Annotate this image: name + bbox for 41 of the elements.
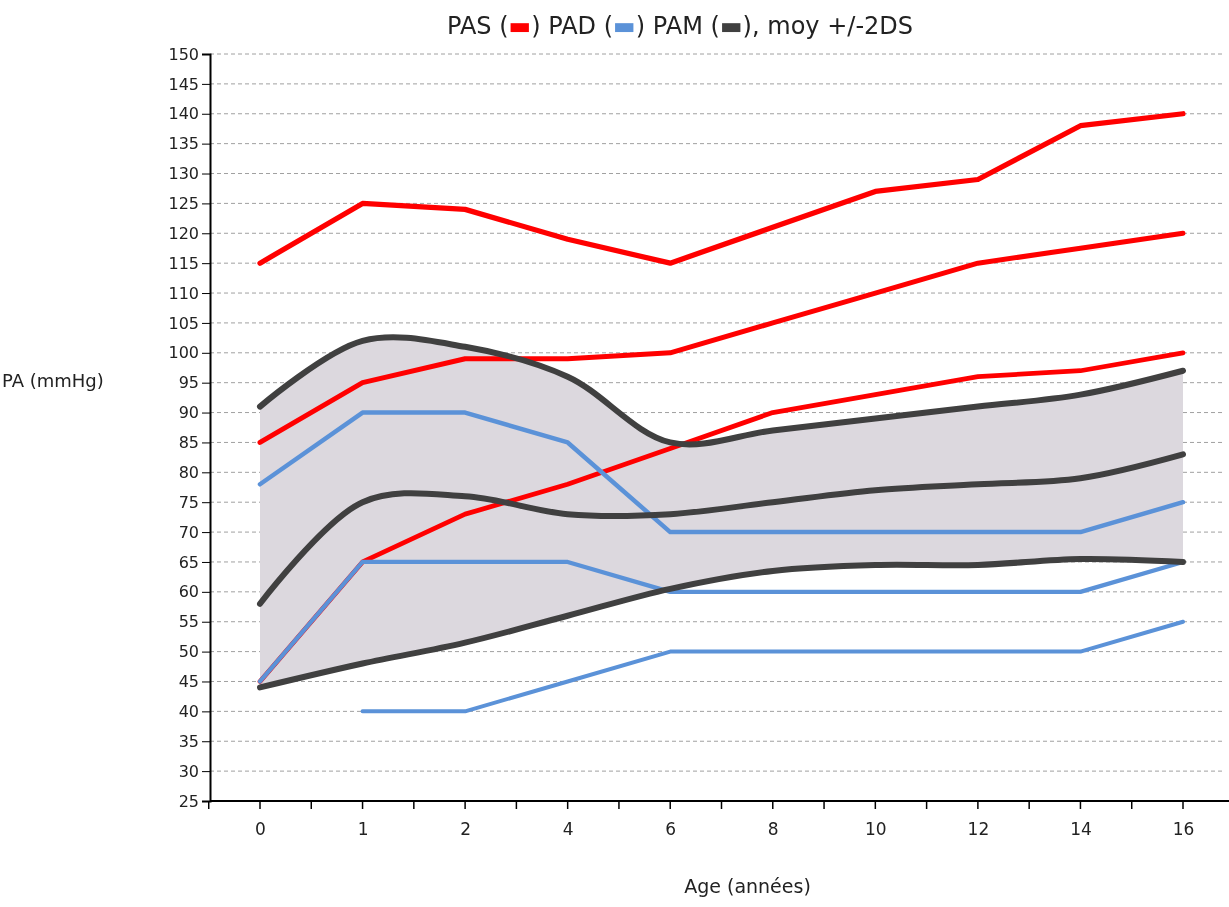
x-tick-label: 6 [665, 819, 677, 840]
y-tick-label: 35 [178, 731, 199, 751]
y-tick-label: 100 [168, 343, 199, 363]
x-tick-label: 1 [357, 819, 369, 840]
y-tick-label: 135 [168, 134, 199, 154]
y-tick-label: 150 [168, 44, 199, 64]
y-tick-label: 25 [178, 791, 199, 811]
y-tick-label: 95 [178, 373, 199, 393]
y-tick-label: 65 [178, 552, 199, 572]
y-tick-label: 80 [178, 462, 199, 482]
x-tick-label: 14 [1070, 819, 1092, 840]
x-tick-label: 4 [562, 819, 574, 840]
y-tick-label: 140 [168, 104, 199, 124]
x-tick-label: 8 [767, 819, 779, 840]
y-tick-label: 105 [168, 313, 199, 333]
y-tick-label: 110 [168, 283, 199, 303]
y-axis-title: PA (mmHg) [2, 370, 104, 391]
y-tick-label: 90 [178, 403, 199, 423]
line-series [257, 410, 1186, 535]
y-tick-label: 45 [178, 672, 199, 692]
y-tick-label: 125 [168, 194, 199, 214]
x-tick-label: 0 [255, 819, 266, 840]
y-tick-label: 55 [178, 612, 199, 632]
y-tick-label: 70 [178, 522, 199, 542]
x-tick-label: 2 [460, 819, 472, 840]
chart-title: PAS (▬) PAD (▬) PAM (▬), moy +/-2DS [446, 12, 914, 40]
y-tick-label: 50 [178, 642, 199, 662]
y-tick-label: 75 [178, 492, 199, 512]
y-tick-label: 145 [168, 74, 199, 94]
x-tick-label: 12 [967, 819, 990, 840]
x-tick-label: 16 [1172, 819, 1195, 840]
x-axis-title: Age (années) [684, 875, 811, 897]
line-series [360, 619, 1185, 714]
x-tick-label: 10 [865, 819, 887, 840]
y-tick-label: 130 [168, 164, 199, 184]
y-tick-label: 120 [168, 223, 199, 243]
y-tick-label: 40 [178, 701, 199, 721]
y-tick-label: 60 [178, 582, 199, 602]
y-tick-label: 30 [178, 761, 199, 781]
y-tick-label: 85 [178, 433, 199, 453]
y-tick-label: 115 [168, 253, 199, 273]
